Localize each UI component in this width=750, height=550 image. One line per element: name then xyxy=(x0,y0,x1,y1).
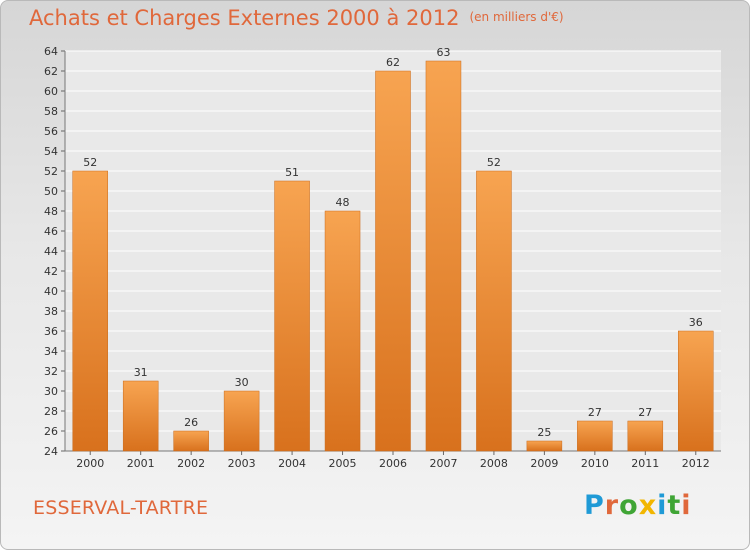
data-label: 36 xyxy=(689,316,703,329)
x-tick-label: 2006 xyxy=(379,457,407,470)
y-tick-label: 44 xyxy=(44,245,58,258)
y-tick-label: 30 xyxy=(44,385,58,398)
bar-2001 xyxy=(122,380,159,452)
y-tick-label: 36 xyxy=(44,325,58,338)
bar-2010 xyxy=(577,420,613,452)
logo-letter: x xyxy=(638,490,658,521)
data-label: 25 xyxy=(537,426,551,439)
data-label: 30 xyxy=(235,376,249,389)
data-label: 48 xyxy=(336,196,350,209)
chart-title: Achats et Charges Externes 2000 à 2012 (e… xyxy=(29,6,564,30)
x-tick-label: 2008 xyxy=(480,457,508,470)
x-tick-label: 2005 xyxy=(329,457,357,470)
data-label: 31 xyxy=(134,366,148,379)
data-label: 62 xyxy=(386,56,400,69)
logo-letter: i xyxy=(657,490,668,521)
y-tick-label: 62 xyxy=(44,65,58,78)
bar-2003 xyxy=(223,390,260,452)
y-tick-label: 34 xyxy=(44,345,58,358)
bar-2008 xyxy=(476,170,512,452)
logo-letter: r xyxy=(604,490,620,521)
y-tick-label: 32 xyxy=(44,365,58,378)
y-tick-label: 64 xyxy=(44,45,58,58)
y-tick-label: 46 xyxy=(44,225,58,238)
data-label: 52 xyxy=(83,156,97,169)
y-tick-label: 38 xyxy=(44,305,58,318)
bar-2009 xyxy=(526,440,563,452)
y-tick-label: 42 xyxy=(44,265,58,278)
bar-2012 xyxy=(678,330,714,452)
x-tick-label: 2007 xyxy=(429,457,457,470)
y-tick-label: 50 xyxy=(44,185,58,198)
data-label: 63 xyxy=(436,46,450,59)
bar-2007 xyxy=(425,60,462,452)
y-tick-label: 58 xyxy=(44,105,58,118)
x-tick-label: 2000 xyxy=(76,457,104,470)
data-label: 27 xyxy=(588,406,602,419)
data-label: 51 xyxy=(285,166,299,179)
data-label: 26 xyxy=(184,416,198,429)
y-tick-label: 52 xyxy=(44,165,58,178)
bar-2004 xyxy=(274,180,310,452)
x-tick-label: 2003 xyxy=(228,457,256,470)
x-tick-label: 2010 xyxy=(581,457,609,470)
y-tick-label: 28 xyxy=(44,405,58,418)
proxiti-logo: Proxiti xyxy=(584,490,692,521)
data-label: 52 xyxy=(487,156,501,169)
logo-letter: o xyxy=(619,490,639,521)
bar-2000 xyxy=(72,170,108,452)
commune-name: ESSERVAL-TARTRE xyxy=(33,497,209,519)
chart-title-text: Achats et Charges Externes 2000 à 2012 xyxy=(29,6,460,30)
logo-letter: t xyxy=(667,490,682,521)
y-tick-label: 56 xyxy=(44,125,58,138)
x-tick-label: 2012 xyxy=(682,457,710,470)
y-tick-label: 48 xyxy=(44,205,58,218)
x-tick-label: 2001 xyxy=(127,457,155,470)
y-tick-label: 26 xyxy=(44,425,58,438)
y-tick-label: 60 xyxy=(44,85,58,98)
x-tick-label: 2009 xyxy=(530,457,558,470)
y-tick-label: 40 xyxy=(44,285,58,298)
logo-letter: i xyxy=(681,490,692,521)
data-label: 27 xyxy=(638,406,652,419)
y-tick-label: 24 xyxy=(44,445,58,458)
bar-2011 xyxy=(627,420,664,452)
y-tick-label: 54 xyxy=(44,145,58,158)
bar-2006 xyxy=(375,70,411,452)
x-tick-label: 2011 xyxy=(631,457,659,470)
chart-unit: (en milliers d'€) xyxy=(469,10,564,24)
logo-letter: P xyxy=(584,490,605,521)
bar-2002 xyxy=(173,430,209,452)
x-tick-label: 2002 xyxy=(177,457,205,470)
bar-2005 xyxy=(324,210,361,452)
x-tick-label: 2004 xyxy=(278,457,306,470)
